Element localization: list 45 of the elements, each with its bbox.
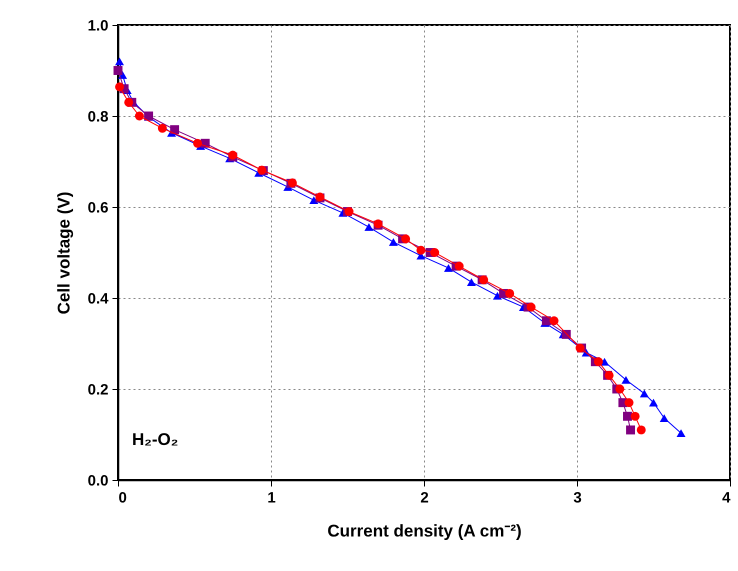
point: [430, 248, 440, 257]
y-tick-label: 0.8: [88, 108, 108, 126]
x-axis-title: Current density (A cm⁻²): [327, 522, 522, 540]
point: [170, 125, 180, 134]
point: [526, 302, 536, 312]
point: [550, 316, 559, 326]
point: [649, 398, 658, 407]
y-axis-title: Cell voltage (V): [54, 192, 74, 314]
point: [640, 390, 649, 398]
point: [416, 246, 426, 255]
point: [505, 288, 514, 298]
x-tick-label: 4: [722, 490, 732, 506]
point: [193, 138, 202, 148]
point: [660, 414, 669, 422]
point: [388, 238, 398, 246]
x-tick-label: 1: [267, 490, 276, 506]
point: [115, 58, 124, 66]
point: [134, 112, 144, 120]
point: [630, 412, 640, 421]
point: [401, 234, 410, 244]
x-tick-label: 0: [118, 490, 127, 506]
point: [676, 429, 686, 438]
x-tick-label: 3: [573, 490, 582, 506]
x-tick-label: 2: [420, 490, 429, 506]
point: [624, 398, 634, 408]
annotation: H₂-O₂: [132, 430, 178, 449]
point: [364, 223, 374, 231]
point: [466, 278, 476, 286]
point: [621, 376, 630, 384]
point: [623, 412, 632, 421]
y-tick-label: 0.0: [88, 472, 108, 490]
y-tick-label: 0.6: [88, 200, 108, 216]
point: [626, 425, 636, 434]
point: [114, 66, 122, 75]
y-tick-label: 1.0: [88, 18, 108, 34]
point: [115, 82, 124, 92]
point: [636, 425, 646, 434]
y-tick-label: 0.2: [88, 382, 108, 398]
point: [158, 124, 167, 133]
point: [124, 98, 134, 107]
point: [454, 262, 464, 271]
y-tick-label: 0.4: [88, 290, 110, 308]
point: [444, 264, 453, 272]
point: [615, 384, 624, 394]
point: [594, 357, 603, 366]
